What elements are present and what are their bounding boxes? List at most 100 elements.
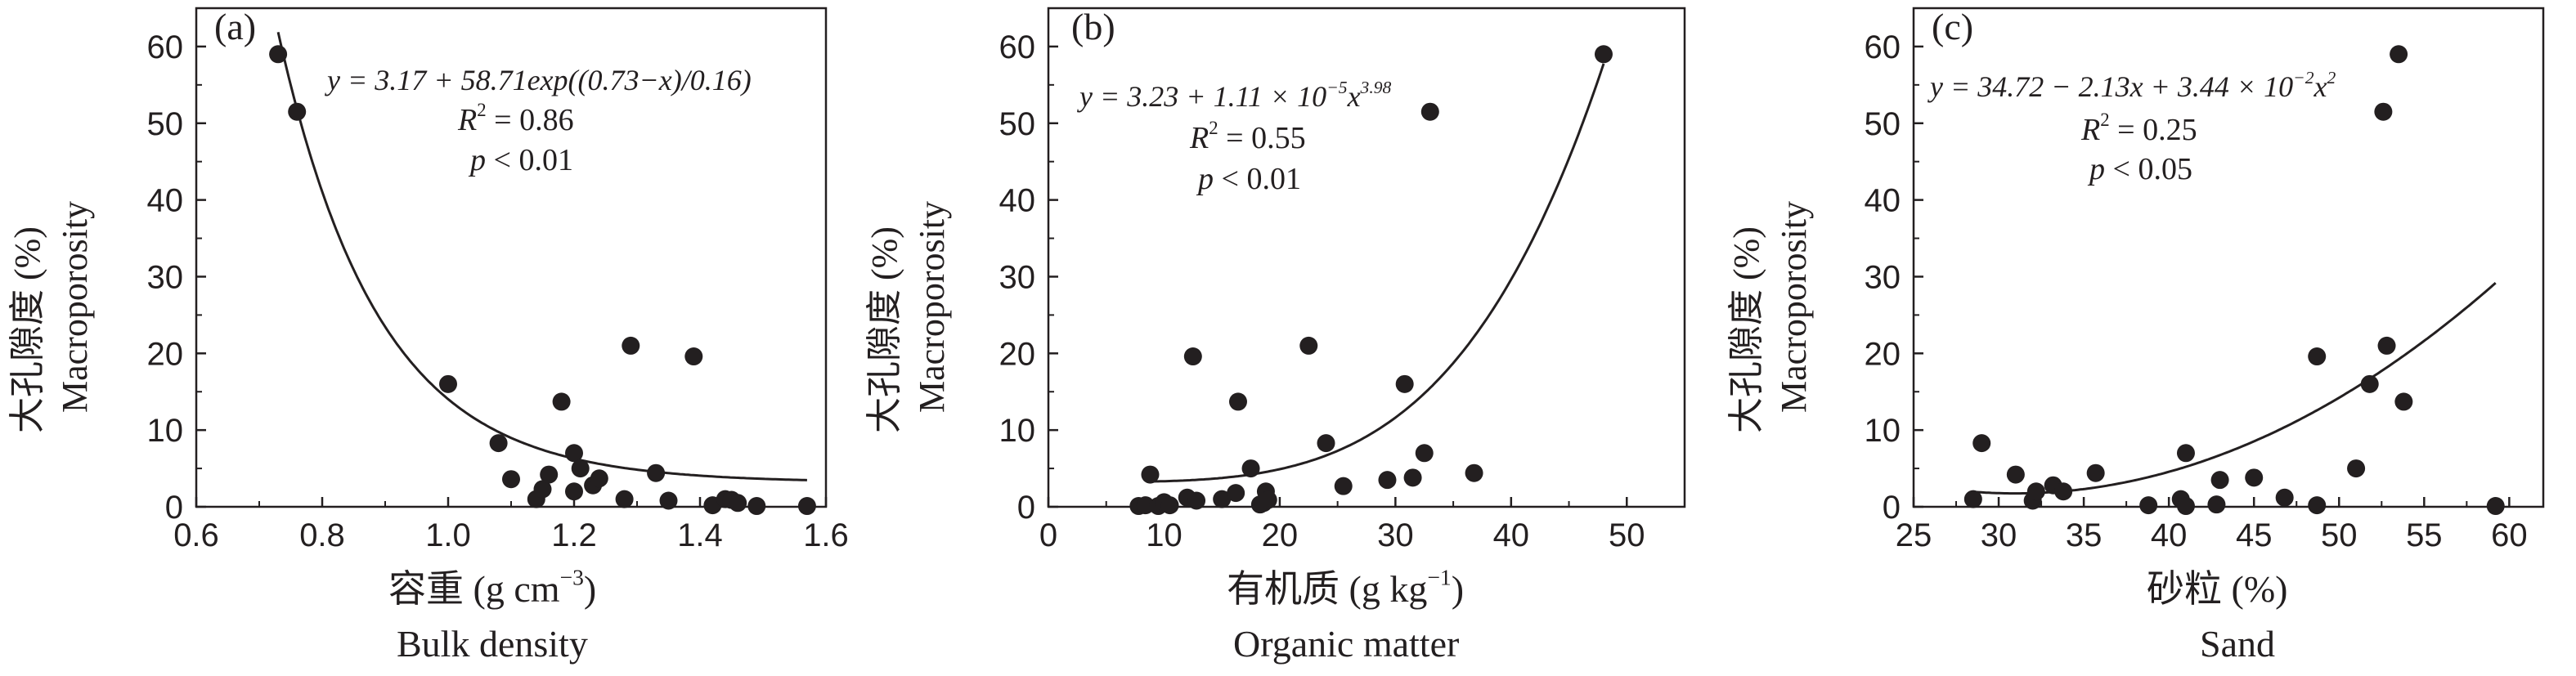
data-point-a [622,336,640,355]
xlabel-cn-a-text: 容重 (g cm [388,568,560,610]
r2-b-label: R [1190,121,1209,155]
plot-svg-a: 0.6 0.8 1.0 1.2 1.4 1.6 0 10 20 30 40 50 60 [147,7,849,553]
x-tick-label-a: 1.2 [551,517,597,553]
x-tick-label-c: 40 [2151,517,2188,553]
r2-a-value: 0.86 [519,103,574,137]
y-tick-label-b: 60 [999,29,1036,65]
xlabel-cn-b-text: 有机质 (g kg [1227,568,1428,610]
equation-b-text: y = 3.23 + 1.11 × 10 [1079,80,1327,113]
plot-svg-c: 25 30 35 40 45 50 55 60 0 10 20 30 40 50 60 [1865,7,2545,553]
data-point-c [2308,496,2327,515]
p-a-value: 0.01 [518,143,573,177]
y-tick-label-b: 0 [1017,490,1035,526]
data-point-c [2308,347,2327,366]
x-tick-label-c: 30 [1981,517,2017,553]
data-point-a [571,459,590,478]
x-tick-label-b: 0 [1039,517,1057,553]
xlabel-en-c: Sand [2200,623,2275,665]
plot-frame-b [1047,7,1686,508]
xlabel-cn-a: 容重 (g cm−3) [388,566,596,610]
equation-c-sup1: −2 [2293,67,2314,87]
data-point-a [747,497,766,516]
data-point-b [1259,490,1277,509]
data-point-a [540,465,559,484]
equation-c-text: y = 34.72 − 2.13x + 3.44 × 10 [1930,70,2294,103]
p-c: p < 0.05 [2089,152,2192,186]
data-point-c [1963,490,1982,508]
data-point-b [1594,45,1613,64]
plot-frame-c [1912,7,2545,508]
data-point-b [1403,468,1422,487]
y-tick-label-a: 40 [147,183,184,219]
data-point-c [1972,434,1991,453]
xlabel-cn-c-text: 砂粒 (%) [2147,568,2288,610]
data-point-b [1227,484,1245,503]
data-point-c [2347,459,2366,478]
data-point-a [647,463,666,482]
r2-a-label: R [458,103,478,137]
data-point-c [2360,374,2379,393]
data-point-c [2026,482,2045,501]
y-tick-label-c: 40 [1865,183,1901,219]
y-tick-label-c: 20 [1865,336,1901,372]
equation-a-text: y = 3.17 + 58.71exp((0.73−x)/0.16) [327,64,752,96]
x-tick-label-a: 1.6 [803,517,849,553]
x-tick-label-b: 50 [1609,517,1645,553]
p-c-label: p [2089,152,2105,186]
data-point-a [615,490,634,508]
p-b: p < 0.01 [1198,162,1301,196]
plot-svg-b: 0 10 20 30 40 50 0 10 20 30 40 50 60 [999,7,1686,553]
data-point-c [2139,496,2158,515]
data-point-b [1160,496,1179,515]
y-tick-label-a: 20 [147,336,184,372]
data-point-c [2245,468,2264,487]
r2-c: R2 = 0.25 [2081,109,2197,147]
data-point-b [1228,392,1247,411]
y-tick-label-c: 50 [1865,106,1901,142]
r2-b-value: 0.55 [1251,121,1306,155]
equation-b-sup2: 3.98 [1360,77,1392,97]
y-tick-label-c: 0 [1883,490,1901,526]
data-point-b [1299,336,1318,355]
x-tick-label-a: 1.4 [677,517,723,553]
data-point-c [2486,497,2505,516]
y-tick-label-a: 0 [165,490,183,526]
fit-curve-a [276,31,807,481]
data-point-a [684,347,703,366]
y-tick-label-c: 30 [1865,259,1901,295]
x-tick-label-b: 10 [1146,517,1183,553]
data-point-c [2006,465,2025,484]
x-tick-label-c: 25 [1896,517,1932,553]
x-tick-label-c: 45 [2236,517,2273,553]
data-point-c [2176,444,2195,463]
panel-label-a: (a) [214,6,257,47]
equation-c-mid: x [2313,70,2327,103]
r2-b: R2 = 0.55 [1190,117,1306,155]
data-point-c [2377,336,2396,355]
data-point-c [2207,495,2226,514]
data-point-c [2176,497,2195,516]
x-tick-label-b: 30 [1377,517,1414,553]
y-tick-label-a: 50 [147,106,184,142]
data-point-a [659,491,678,510]
ylabel-en-b: Macroporosity [912,200,952,413]
p-a: p < 0.01 [470,143,573,177]
ylabel-en-c: Macroporosity [1774,200,1814,413]
data-point-c [2374,102,2393,121]
data-point-c [2054,482,2073,501]
x-tick-label-b: 40 [1493,517,1530,553]
data-point-c [2210,471,2229,490]
y-tick-label-b: 30 [999,259,1036,295]
x-tick-label-a: 1.0 [425,517,471,553]
xlabel-en-a: Bulk density [397,623,588,665]
p-a-label: p [470,143,486,177]
equation-b-sup1: −5 [1326,77,1348,97]
p-b-label: p [1198,162,1214,196]
r2-c-value: 0.25 [2143,113,2197,147]
ylabel-cn-c: 大孔隙度 (%) [1726,226,1766,433]
ylabel-cn-a: 大孔隙度 (%) [7,226,47,433]
y-tick-label-a: 30 [147,259,184,295]
data-point-c [2390,45,2408,64]
panel-label-c: (c) [1932,6,1974,47]
xlabel-cn-b: 有机质 (g kg−1) [1227,566,1464,610]
